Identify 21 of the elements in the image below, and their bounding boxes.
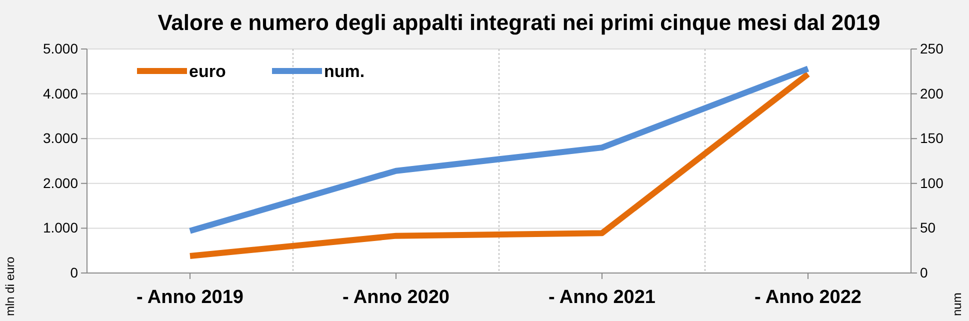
legend-label: euro — [189, 62, 226, 81]
y2-tick-label: 200 — [920, 85, 944, 102]
y2-tick-label: 250 — [920, 40, 944, 56]
y-tick-label: 2.000 — [42, 174, 78, 191]
x-tick-label: - Anno 2022 — [754, 286, 862, 308]
y-axis-title: mln di euro — [3, 256, 17, 316]
y-tick-label: 5.000 — [42, 40, 78, 56]
x-tick-label: - Anno 2020 — [342, 286, 450, 308]
y2-tick-label: 50 — [920, 220, 936, 236]
y2-tick-label: 0 — [920, 264, 928, 280]
y2-tick-label: 150 — [920, 130, 944, 146]
y-tick-label: 4.000 — [42, 85, 78, 102]
chart-title: Valore e numero degli appalti integrati nei primi cinque mesi dal 2019 — [158, 10, 880, 35]
y-tick-label: 0 — [70, 264, 78, 280]
y-tick-label: 3.000 — [42, 130, 78, 146]
legend-label: num. — [324, 62, 365, 81]
y2-axis-title: num — [950, 292, 964, 316]
y-tick-label: 1.000 — [42, 220, 78, 236]
x-tick-label: - Anno 2019 — [136, 286, 244, 308]
y2-tick-label: 100 — [920, 174, 944, 191]
x-tick-label: - Anno 2021 — [548, 286, 656, 308]
